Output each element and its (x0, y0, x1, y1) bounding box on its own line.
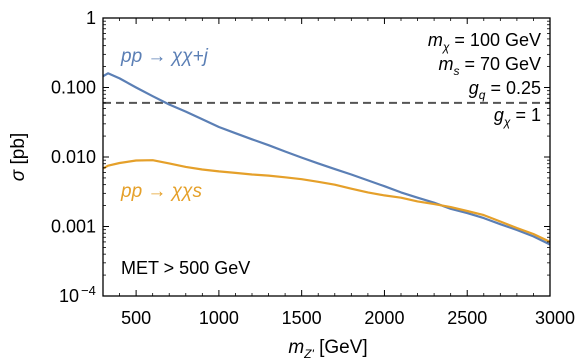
y-axis: 1 0.100 0.010 0.001 10 −4 (51, 8, 550, 306)
y-tick-exponent: −4 (81, 283, 96, 298)
y-axis-label: σ [pb] (8, 133, 29, 181)
series-label-0: pp → χχ+j (120, 46, 209, 67)
y-tick-label: 0.100 (51, 78, 96, 98)
param-2: gq = 0.25 (469, 78, 541, 102)
x-tick-label: 500 (121, 308, 151, 328)
series-label-1: pp → χχs (120, 181, 202, 202)
x-tick-label: 2500 (447, 308, 487, 328)
x-axis-label: mZ' [GeV] (288, 337, 367, 360)
param-0: mχ = 100 GeV (428, 30, 541, 54)
param-3: gχ = 1 (494, 105, 541, 129)
x-tick-label: 3000 (535, 308, 575, 328)
y-tick-label: 10 (59, 286, 79, 306)
series-layer (103, 72, 550, 246)
y-tick-label: 1 (86, 8, 96, 28)
param-1: ms = 70 GeV (438, 54, 541, 78)
met-annotation: MET > 500 GeV (121, 258, 250, 278)
y-tick-label: 0.001 (51, 217, 96, 237)
x-tick-label: 1500 (282, 308, 322, 328)
x-tick-label: 2000 (364, 308, 404, 328)
x-axis: 500 1000 1500 2000 2500 3000 (119, 18, 575, 328)
series-line-0 (103, 72, 550, 246)
labels-layer: mZ' [GeV] σ [pb] pp → χχ+j pp → χχs mχ = 100… (8, 30, 541, 360)
series-line-1 (103, 159, 550, 243)
x-tick-label: 1000 (199, 308, 239, 328)
y-tick-label: 0.010 (51, 147, 96, 167)
